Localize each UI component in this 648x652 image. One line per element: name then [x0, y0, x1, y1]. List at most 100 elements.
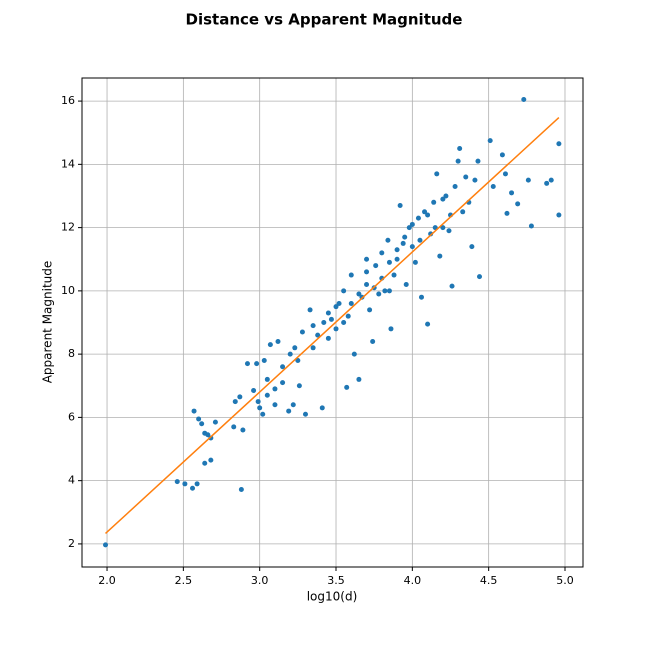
point	[328, 316, 334, 322]
point	[295, 357, 301, 363]
point	[260, 411, 266, 417]
point	[231, 424, 237, 430]
point	[469, 244, 475, 250]
point	[400, 240, 406, 246]
point	[244, 361, 250, 367]
point	[397, 202, 403, 208]
point	[182, 481, 188, 487]
point	[199, 421, 205, 427]
point	[373, 263, 379, 269]
point	[267, 342, 273, 348]
point	[174, 479, 180, 485]
point	[356, 291, 362, 297]
point	[257, 405, 263, 411]
point	[502, 171, 508, 177]
point	[208, 457, 214, 463]
point	[422, 209, 428, 215]
point	[548, 177, 554, 183]
point	[556, 141, 562, 147]
x-tick-label: 3.5	[327, 574, 345, 587]
point	[437, 253, 443, 259]
point	[376, 291, 382, 297]
point	[356, 376, 362, 382]
point	[321, 320, 327, 325]
point	[237, 394, 243, 400]
point	[521, 97, 527, 103]
point	[452, 183, 458, 189]
point	[428, 231, 434, 237]
chart-title: Distance vs Apparent Magnitude	[186, 11, 463, 29]
point	[509, 190, 515, 196]
point	[341, 288, 347, 294]
point	[299, 329, 305, 335]
point	[556, 212, 562, 218]
point	[254, 361, 260, 367]
point	[528, 223, 534, 229]
y-axis-label: Apparent Magnitude	[41, 261, 55, 384]
point	[449, 283, 455, 289]
point	[446, 228, 452, 234]
point	[272, 402, 278, 408]
point	[391, 272, 397, 278]
point	[348, 301, 354, 307]
point	[364, 282, 370, 288]
point	[196, 416, 202, 422]
point	[418, 294, 424, 300]
point	[255, 399, 261, 405]
point	[475, 158, 481, 164]
point	[212, 419, 218, 425]
point	[490, 183, 496, 189]
point	[264, 392, 270, 398]
y-tick-label: 14	[61, 157, 75, 170]
point	[264, 376, 270, 382]
point	[272, 386, 278, 392]
x-tick-label: 4.5	[480, 574, 498, 587]
point	[460, 209, 466, 215]
point	[345, 313, 351, 319]
point	[351, 351, 357, 357]
point	[205, 432, 211, 438]
point	[525, 177, 531, 183]
y-tick-label: 6	[68, 410, 75, 423]
fit-line	[105, 116, 560, 535]
point	[302, 411, 308, 417]
point	[325, 335, 331, 341]
x-tick-label: 2.5	[175, 574, 193, 587]
point	[238, 487, 244, 493]
point	[280, 364, 286, 370]
point	[344, 384, 350, 390]
point	[296, 383, 302, 389]
point	[417, 237, 423, 243]
point	[415, 215, 421, 221]
point	[251, 388, 257, 394]
point	[443, 193, 449, 199]
point	[434, 171, 440, 177]
point	[286, 408, 292, 414]
point	[333, 304, 339, 310]
y-tick-label: 10	[61, 284, 75, 297]
x-tick-label: 2.0	[98, 574, 116, 587]
point	[379, 250, 385, 256]
point	[544, 180, 550, 186]
point	[487, 138, 493, 144]
point	[240, 427, 246, 433]
point	[310, 323, 316, 329]
point	[477, 274, 483, 280]
point	[292, 345, 298, 351]
point	[348, 272, 354, 278]
point	[515, 201, 521, 207]
point	[310, 345, 316, 351]
point	[412, 259, 418, 265]
point	[315, 332, 321, 338]
point	[280, 380, 286, 386]
point	[364, 256, 370, 262]
point	[499, 152, 505, 158]
point	[440, 225, 446, 231]
y-tick-label: 12	[61, 221, 75, 234]
point	[463, 174, 469, 180]
point	[409, 244, 415, 250]
point	[190, 485, 196, 491]
point	[406, 225, 412, 231]
point	[370, 338, 376, 344]
